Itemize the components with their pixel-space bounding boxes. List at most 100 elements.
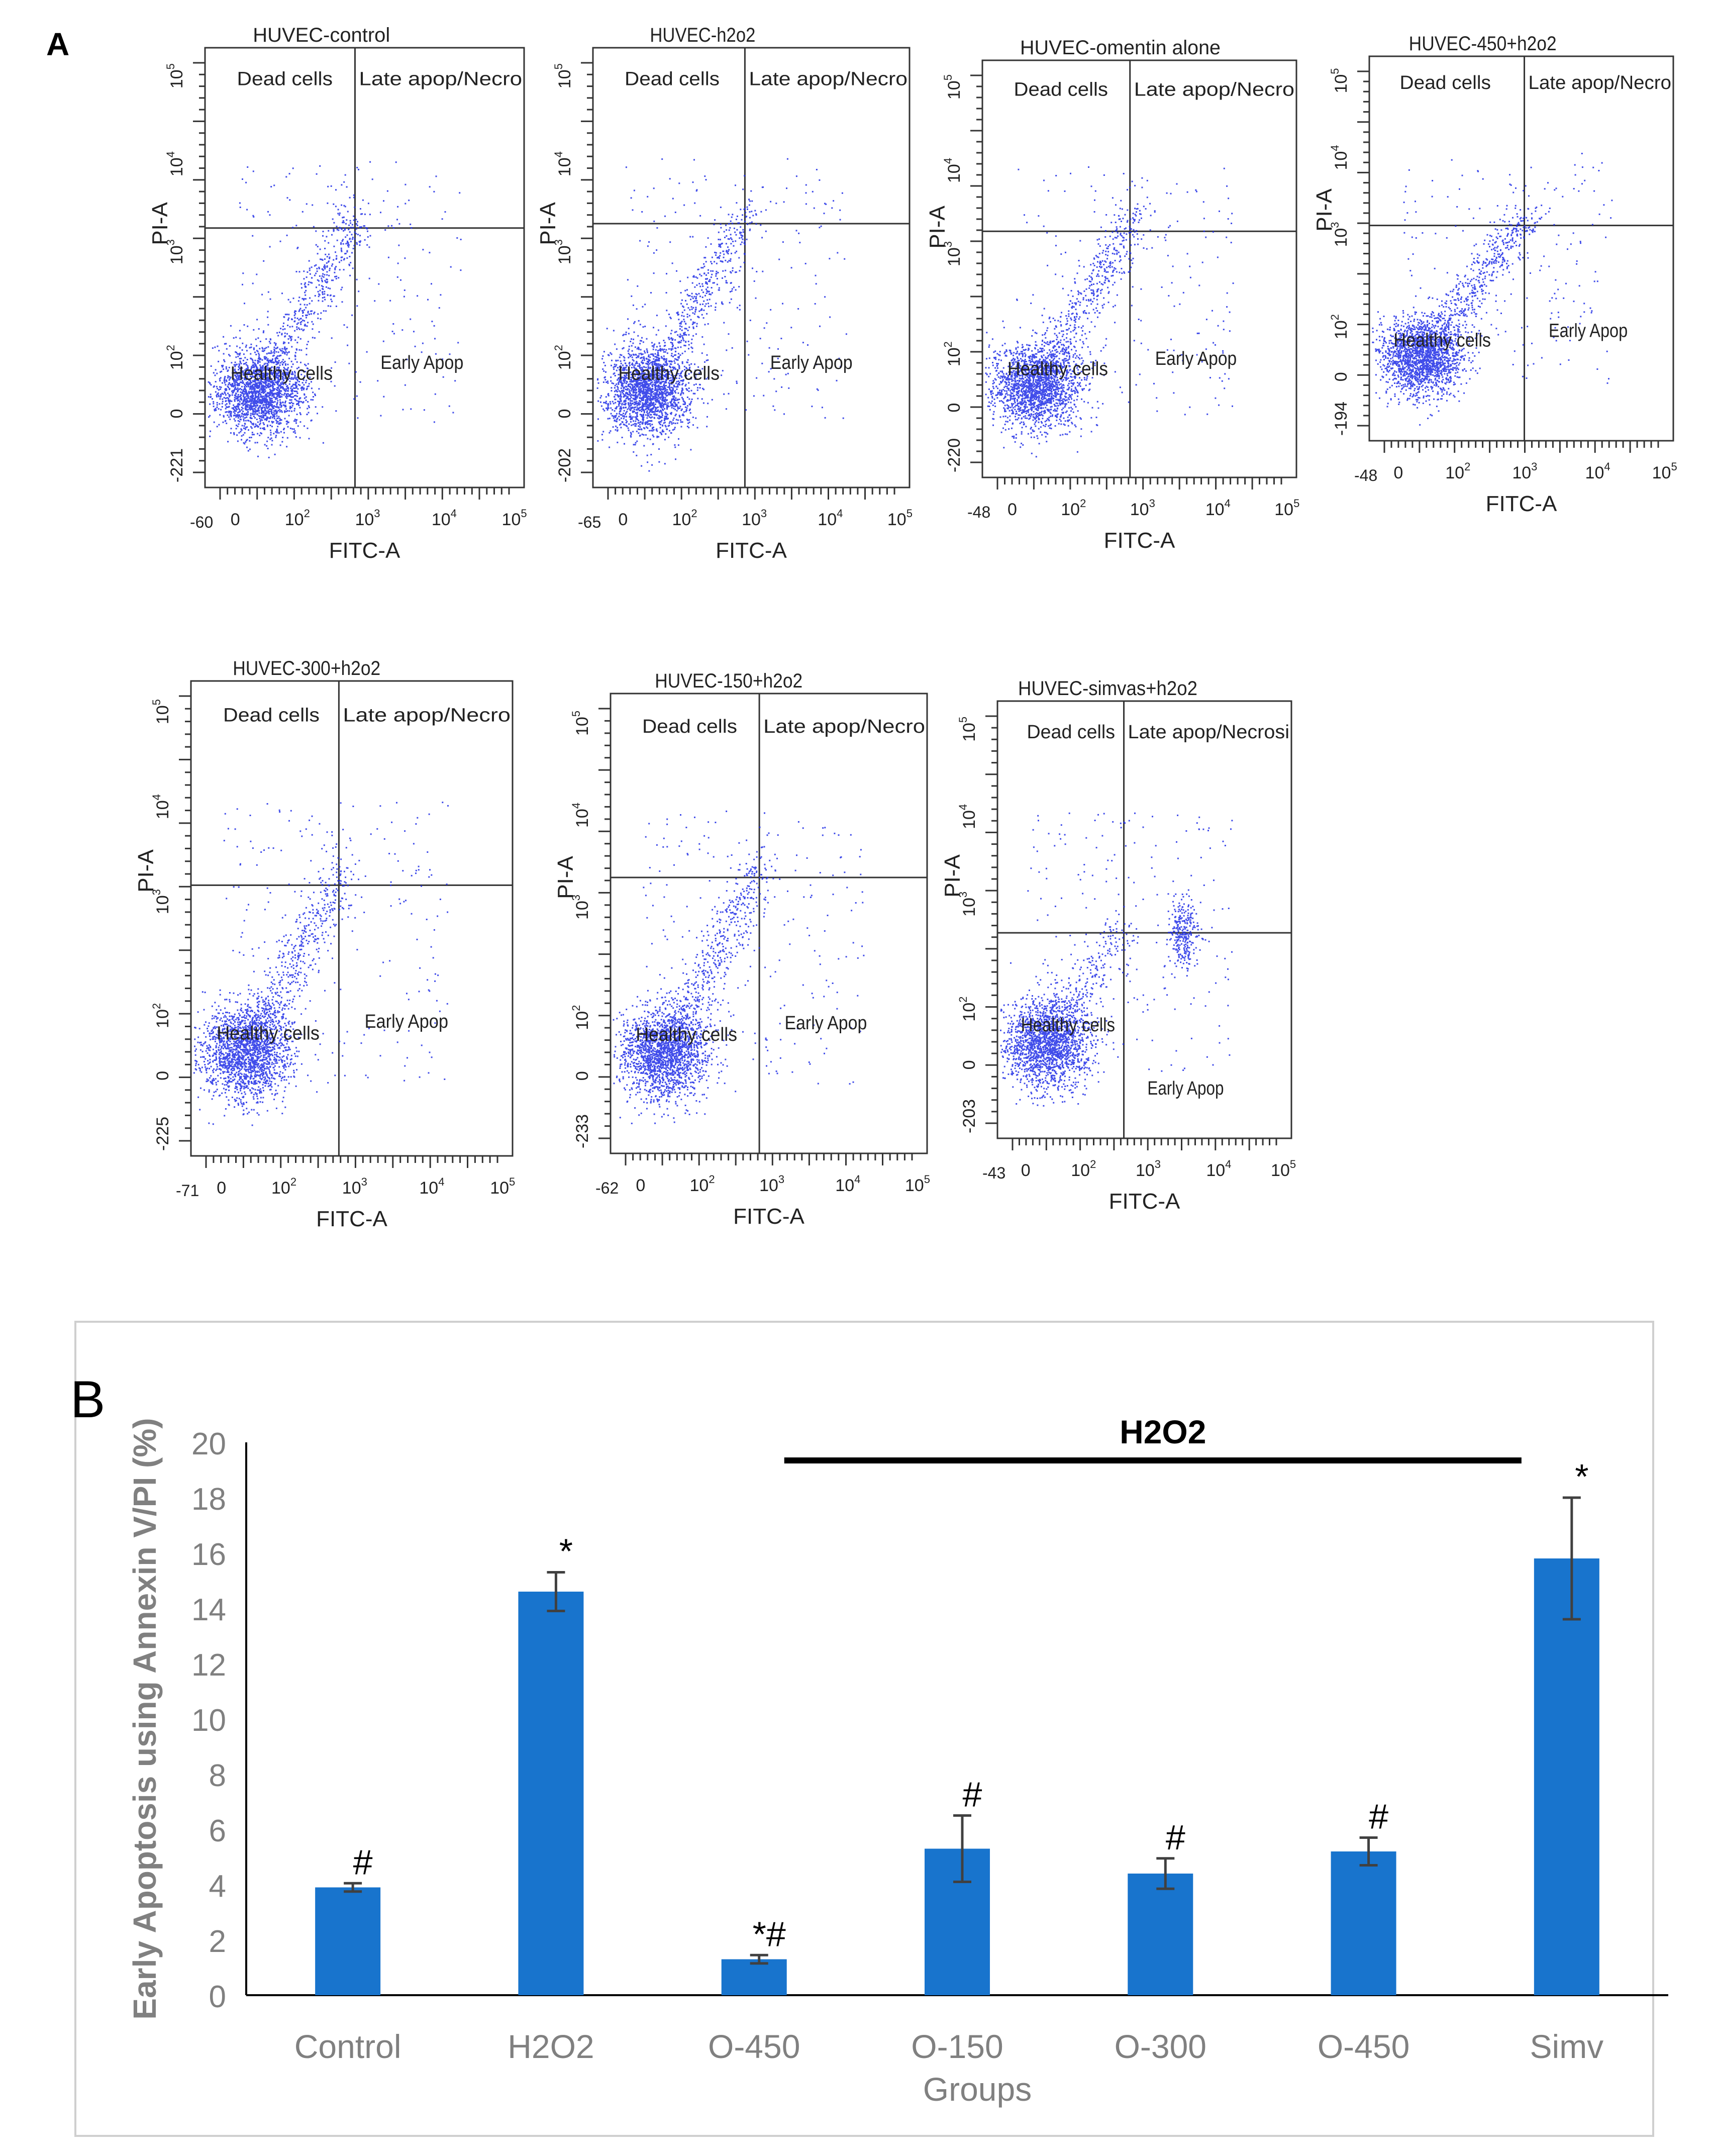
y-axis-decade-exponent: 3 bbox=[164, 239, 177, 245]
y-tick-label: 14 bbox=[191, 1593, 226, 1627]
panel-a-label: A bbox=[46, 26, 69, 62]
y-tick-label: 18 bbox=[191, 1482, 226, 1517]
x-axis-ticks bbox=[607, 487, 895, 500]
x-axis-min-tick: -60 bbox=[190, 513, 213, 531]
x-axis-decade-exponent: 5 bbox=[521, 507, 527, 520]
quadrant-label-late-apoptosis: Late apop/Necrosi bbox=[1128, 722, 1289, 743]
y-axis-label: PI-A bbox=[1312, 188, 1337, 232]
y-axis-label: PI-A bbox=[925, 206, 950, 249]
quadrant-label-healthy-cells: Healthy cells bbox=[1007, 359, 1108, 380]
y-axis-decade-tick: 0 bbox=[945, 403, 964, 413]
y-axis-decade-tick: 0 bbox=[167, 409, 186, 419]
quadrant-label-early-apoptosis: Early Apop bbox=[1549, 320, 1628, 341]
x-tick-label: O-300 bbox=[1115, 2028, 1206, 2065]
bar-simv bbox=[1534, 1558, 1599, 1995]
y-axis-decade-exponent: 4 bbox=[942, 158, 954, 164]
x-axis-decade-exponent: 5 bbox=[1290, 1158, 1296, 1170]
y-axis-decade-exponent: 3 bbox=[957, 892, 969, 898]
x-axis-label: FITC-A bbox=[329, 538, 400, 563]
y-axis-decade-exponent: 5 bbox=[552, 63, 565, 69]
flow-plot-4: HUVEC-450+h2o2 Dead cells Late apop/Necro H… bbox=[1312, 33, 1677, 516]
y-axis-decade-tick: 105 bbox=[1329, 68, 1351, 93]
quadrant-label-late-apoptosis: Late apop/Necro bbox=[763, 716, 925, 737]
x-axis-decade-exponent: 5 bbox=[1671, 460, 1677, 473]
flow-plot-events bbox=[613, 810, 865, 1124]
x-axis-label: FITC-A bbox=[1486, 492, 1557, 516]
y-tick-label: 2 bbox=[209, 1924, 226, 1959]
y-axis-decade-tick: 102 bbox=[164, 345, 186, 370]
y-axis-ticks bbox=[179, 695, 191, 1142]
flow-plot-events bbox=[193, 802, 449, 1126]
x-axis-ticks bbox=[996, 477, 1282, 489]
x-axis-decade-tick: 105 bbox=[502, 507, 527, 529]
y-axis-decade-exponent: 5 bbox=[150, 699, 163, 705]
x-axis-min-tick: -71 bbox=[176, 1182, 199, 1200]
x-axis-min-tick: -65 bbox=[578, 513, 601, 531]
significance-marker: # bbox=[1369, 1797, 1388, 1836]
x-axis-decade-exponent: 2 bbox=[709, 1173, 715, 1186]
x-axis-decade-exponent: 3 bbox=[1155, 1158, 1161, 1170]
x-axis-decade-tick: 0 bbox=[636, 1176, 645, 1195]
chart-border bbox=[74, 1321, 1654, 2137]
y-tick-label: 8 bbox=[209, 1758, 226, 1793]
quadrant-label-late-apoptosis: Late apop/Necro bbox=[343, 705, 511, 726]
y-axis-decade-exponent: 5 bbox=[164, 63, 177, 69]
quadrant-label-healthy-cells: Healthy cells bbox=[231, 363, 333, 384]
x-axis-ticks bbox=[205, 1156, 498, 1168]
y-axis-title: Early Apoptosis using Annexin V/PI (%) bbox=[127, 1418, 163, 2019]
y-axis-decade-tick: 0 bbox=[153, 1071, 172, 1081]
bar-o-300 bbox=[1128, 1874, 1193, 1995]
x-axis-decade-tick: 104 bbox=[432, 507, 457, 529]
panel-b-chart: B 0 2 4 6 8 10 12 14 16 18 20 Early Apoptosis using … bbox=[70, 1321, 1668, 2137]
y-axis-decade-exponent: 5 bbox=[570, 711, 582, 717]
y-axis-decade-exponent: 2 bbox=[552, 345, 565, 351]
x-axis-decade-tick: 0 bbox=[618, 510, 628, 529]
y-axis-min-tick: -233 bbox=[573, 1114, 592, 1148]
y-axis-decade-tick: 104 bbox=[164, 151, 186, 176]
x-axis-decade-tick: 0 bbox=[231, 510, 240, 529]
y-axis-ticks bbox=[1357, 70, 1369, 427]
y-tick-label: 6 bbox=[209, 1814, 226, 1848]
y-axis-decade-tick: 102 bbox=[570, 1005, 592, 1030]
y-axis-decade-tick: 0 bbox=[1332, 372, 1351, 381]
y-axis-decade-exponent: 4 bbox=[164, 151, 177, 157]
x-axis-decade-tick: 104 bbox=[1585, 460, 1610, 482]
significance-marker: # bbox=[963, 1775, 982, 1814]
flow-plot-title: HUVEC-simvas+h2o2 bbox=[1018, 677, 1197, 700]
significance-marker: # bbox=[353, 1842, 373, 1882]
y-axis-decade-tick: 102 bbox=[150, 1003, 172, 1028]
y-axis-decade-exponent: 4 bbox=[570, 803, 582, 809]
flow-plot-3: HUVEC-omentin alone Dead cells Late apop/N… bbox=[925, 37, 1299, 553]
y-axis-decade-exponent: 4 bbox=[1329, 145, 1341, 151]
x-axis-decade-exponent: 3 bbox=[1149, 497, 1155, 510]
y-axis-min-tick: -220 bbox=[945, 438, 964, 472]
y-axis-decade-tick: 102 bbox=[1329, 314, 1351, 339]
flow-plot-frame bbox=[610, 693, 928, 1154]
flow-plot-frame bbox=[592, 47, 911, 488]
x-axis-decade-exponent: 4 bbox=[1225, 1158, 1231, 1170]
h2o2-group-label: H2O2 bbox=[1120, 1413, 1206, 1450]
y-axis-decade-tick: 104 bbox=[552, 151, 574, 176]
flow-plot-title: HUVEC-h2o2 bbox=[650, 24, 755, 46]
y-axis-decade-exponent: 2 bbox=[942, 341, 954, 347]
quadrant-label-healthy-cells: Healthy cells bbox=[1021, 1015, 1115, 1036]
y-tick-label: 0 bbox=[209, 1980, 226, 2014]
quadrant-label-early-apoptosis: Early Apop bbox=[1155, 348, 1237, 369]
y-axis-decade-exponent: 5 bbox=[1329, 68, 1341, 74]
x-axis-ticks bbox=[1383, 441, 1659, 453]
bar-control bbox=[315, 1887, 381, 1995]
y-axis-ticks bbox=[598, 708, 611, 1139]
x-axis-decade-tick: 0 bbox=[1007, 500, 1017, 519]
y-axis-decade-tick: 0 bbox=[573, 1071, 592, 1081]
x-axis-decade-tick: 103 bbox=[1136, 1158, 1161, 1180]
flow-plot-7: HUVEC-simvas+h2o2 Dead cells Late apop/Nec… bbox=[940, 677, 1296, 1214]
x-axis-decade-tick: 102 bbox=[271, 1175, 296, 1198]
x-axis-decade-exponent: 4 bbox=[451, 507, 457, 520]
y-axis-decade-tick: 105 bbox=[164, 63, 186, 88]
y-axis-ticks bbox=[581, 62, 593, 473]
bar-o-450 bbox=[1331, 1851, 1396, 1995]
x-axis-decade-tick: 104 bbox=[818, 507, 843, 529]
x-axis-ticks bbox=[625, 1153, 913, 1165]
x-axis-decade-tick: 104 bbox=[1206, 1158, 1231, 1180]
x-axis-decade-exponent: 2 bbox=[1090, 1158, 1096, 1170]
